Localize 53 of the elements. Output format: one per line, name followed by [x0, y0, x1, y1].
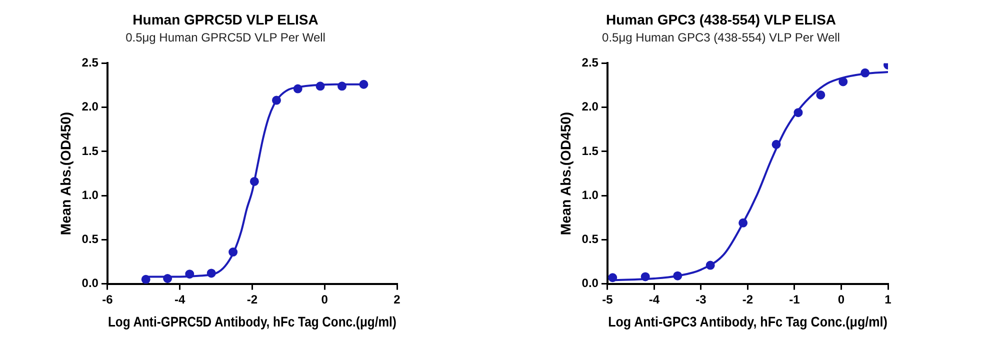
- point: [608, 273, 618, 282]
- point: [359, 80, 368, 89]
- chart-title: Human GPRC5D VLP ELISA: [132, 11, 318, 28]
- y-tick-label: 2.0: [582, 100, 599, 114]
- point: [816, 90, 826, 100]
- y-tick-label: 2.0: [82, 100, 99, 114]
- x-tick-label: -4: [174, 292, 186, 306]
- point: [185, 270, 194, 279]
- y-tick-label: 1.5: [82, 144, 99, 158]
- x-tick-label: 2: [394, 292, 401, 306]
- point: [316, 82, 325, 91]
- x-tick-label: -2: [246, 292, 258, 306]
- y-tick-label: 0.0: [82, 276, 99, 290]
- point: [860, 68, 870, 78]
- point: [794, 108, 803, 118]
- point: [838, 77, 848, 86]
- y-tick-label: 1.0: [582, 188, 599, 202]
- point: [250, 176, 259, 186]
- x-tick-label: -6: [102, 292, 114, 306]
- point: [163, 274, 172, 284]
- chart-subtitle: 0.5μg Human GPRC5D VLP Per Well: [126, 30, 326, 44]
- y-tick-label: 2.5: [582, 56, 599, 70]
- point: [206, 268, 216, 278]
- y-tick-label: 0.5: [582, 232, 599, 246]
- chart-subtitle: 0.5μg Human GPC3 (438-554) VLP Per Well: [602, 30, 840, 44]
- point: [272, 96, 281, 105]
- y-tick-label: 1.5: [582, 144, 599, 158]
- y-tick-label: 0.0: [582, 276, 599, 290]
- x-tick-label: 0: [321, 292, 328, 306]
- x-axis-title: Log Anti-GPRC5D Antibody, hFc Tag Conc.(μg/ml): [108, 314, 396, 330]
- y-tick-label: 1.0: [82, 188, 99, 202]
- point: [337, 82, 346, 91]
- y-axis-title: Mean Abs.(OD450): [557, 112, 574, 236]
- x-tick-label: 1: [884, 292, 892, 306]
- point: [228, 248, 238, 257]
- x-axis-title: Log Anti-GPC3 Antibody, hFc Tag Conc.(μg/ml): [608, 314, 888, 330]
- x-tick-label: -3: [696, 292, 707, 306]
- point: [772, 140, 781, 149]
- point: [293, 84, 302, 94]
- x-tick-label: -2: [742, 292, 754, 306]
- y-tick-label: 0.5: [82, 232, 99, 246]
- point: [738, 218, 748, 228]
- point: [640, 272, 650, 282]
- point: [141, 274, 150, 284]
- x-tick-label: 0: [838, 292, 845, 306]
- chart-title: Human GPC3 (438-554) VLP ELISA: [606, 11, 836, 28]
- x-tick-label: -1: [789, 292, 800, 306]
- x-tick-label: -5: [602, 292, 614, 306]
- point: [673, 271, 682, 280]
- point: [706, 260, 715, 270]
- y-tick-label: 2.5: [82, 56, 99, 70]
- y-axis-title: Mean Abs.(OD450): [57, 112, 74, 236]
- x-tick-label: -4: [648, 292, 660, 306]
